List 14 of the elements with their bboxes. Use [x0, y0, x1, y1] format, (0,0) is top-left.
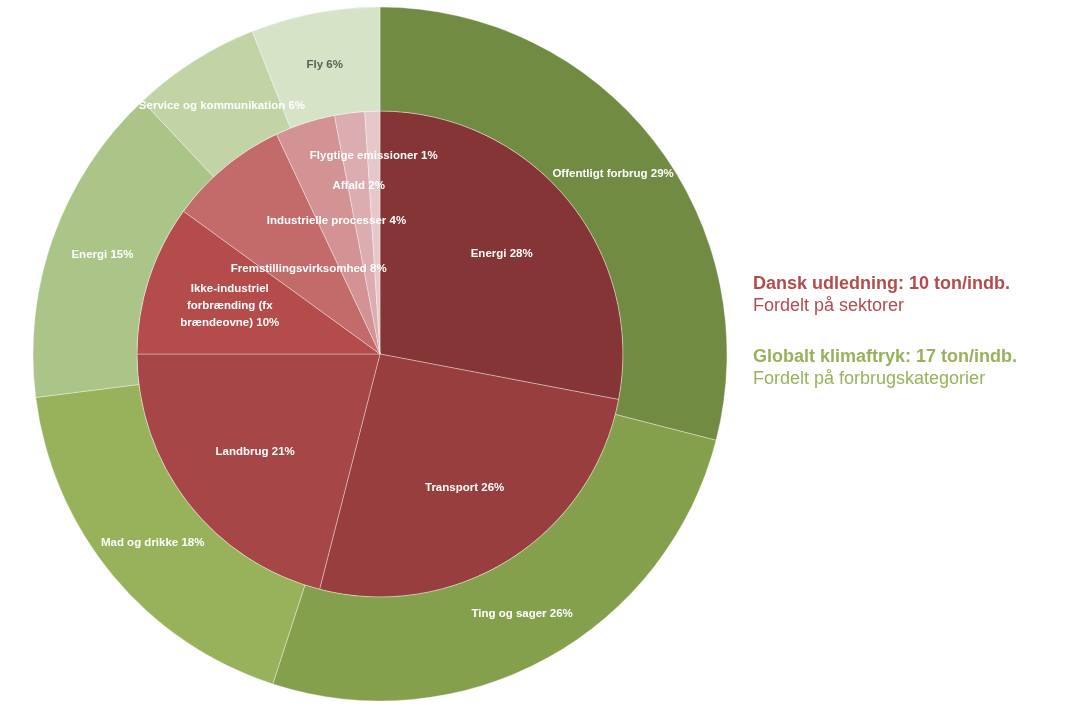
slice-label: Energi 15% — [71, 248, 134, 261]
slice-label: Service og kommunikation 6% — [138, 98, 306, 111]
slice-label: Ikke-industriel forbrænding (fx brændeovne) 10% — [180, 282, 280, 329]
slice-label: Ting og sager 26% — [471, 606, 573, 619]
slice-label: Transport 26% — [425, 481, 505, 494]
text: Globalt klimaftryk: 17 ton/indb. — [753, 346, 1018, 366]
slice-label: Fly 6% — [306, 58, 343, 71]
text: Dansk udledning: 10 ton/indb. — [753, 273, 1011, 293]
text: Fordelt på sektorer — [753, 295, 905, 315]
text: Fordelt på forbrugskategorier — [753, 368, 986, 388]
slice-label: Mad og drikke 18% — [100, 536, 205, 549]
slice-label: Energi 28% — [470, 247, 533, 260]
slice-label: Landbrug 21% — [215, 444, 295, 457]
slice-label: Offentligt forbrug 29% — [552, 167, 674, 180]
